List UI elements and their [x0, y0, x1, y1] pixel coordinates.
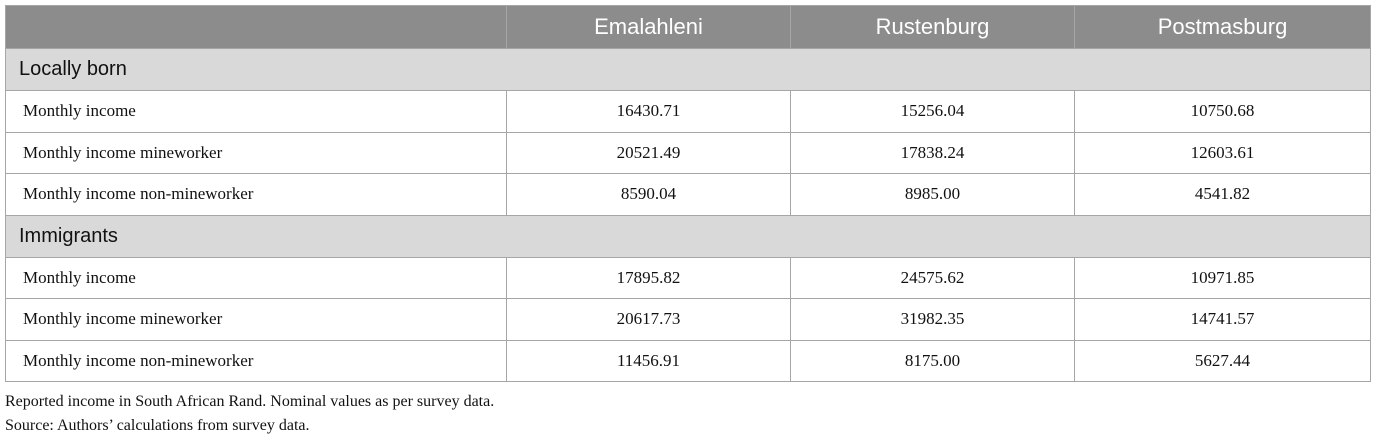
section-title: Immigrants — [5, 214, 1371, 258]
table-container: Emalahleni Rustenburg Postmasburg Locall… — [5, 5, 1371, 438]
section-row-locally-born: Locally born — [5, 48, 1371, 91]
table-row: Monthly income mineworker 20521.49 17838… — [5, 131, 1371, 174]
table-row: Monthly income 16430.71 15256.04 10750.6… — [5, 90, 1371, 133]
footnote-units: Reported income in South African Rand. N… — [5, 393, 495, 410]
header-cell-blank — [5, 5, 507, 49]
footnote-source: Source: Authors’ calculations from surve… — [5, 417, 310, 434]
table-row: Monthly income 17895.82 24575.62 10971.8… — [5, 256, 1371, 299]
header-cell-postmasburg: Postmasburg — [1074, 5, 1371, 49]
table-row: Monthly income non-mineworker 11456.91 8… — [5, 339, 1371, 382]
cell-value: 16430.71 — [506, 90, 791, 133]
cell-value: 5627.44 — [1074, 339, 1371, 382]
section-row-immigrants: Immigrants — [5, 214, 1371, 258]
row-label: Monthly income non-mineworker — [5, 173, 507, 216]
table-row: Monthly income non-mineworker 8590.04 89… — [5, 173, 1371, 216]
cell-value: 12603.61 — [1074, 131, 1371, 174]
cell-value: 4541.82 — [1074, 173, 1371, 216]
cell-value: 20617.73 — [506, 298, 791, 341]
cell-value: 15256.04 — [790, 90, 1075, 133]
row-label: Monthly income — [5, 256, 507, 299]
cell-value: 11456.91 — [506, 339, 791, 382]
table-footnotes: Reported income in South African Rand. N… — [5, 390, 1370, 438]
row-label: Monthly income mineworker — [5, 298, 507, 341]
cell-value: 8175.00 — [790, 339, 1075, 382]
row-label: Monthly income non-mineworker — [5, 339, 507, 382]
cell-value: 10971.85 — [1074, 256, 1371, 299]
cell-value: 17895.82 — [506, 256, 791, 299]
header-row: Emalahleni Rustenburg Postmasburg — [5, 5, 1371, 49]
section-title: Locally born — [5, 48, 1371, 91]
cell-value: 14741.57 — [1074, 298, 1371, 341]
cell-value: 10750.68 — [1074, 90, 1371, 133]
cell-value: 24575.62 — [790, 256, 1075, 299]
cell-value: 8985.00 — [790, 173, 1075, 216]
table-row: Monthly income mineworker 20617.73 31982… — [5, 298, 1371, 341]
cell-value: 17838.24 — [790, 131, 1075, 174]
header-cell-emalahleni: Emalahleni — [506, 5, 791, 49]
cell-value: 8590.04 — [506, 173, 791, 216]
header-cell-rustenburg: Rustenburg — [790, 5, 1075, 49]
row-label: Monthly income — [5, 90, 507, 133]
row-label: Monthly income mineworker — [5, 131, 507, 174]
cell-value: 31982.35 — [790, 298, 1075, 341]
cell-value: 20521.49 — [506, 131, 791, 174]
income-table: Emalahleni Rustenburg Postmasburg Locall… — [5, 5, 1371, 382]
